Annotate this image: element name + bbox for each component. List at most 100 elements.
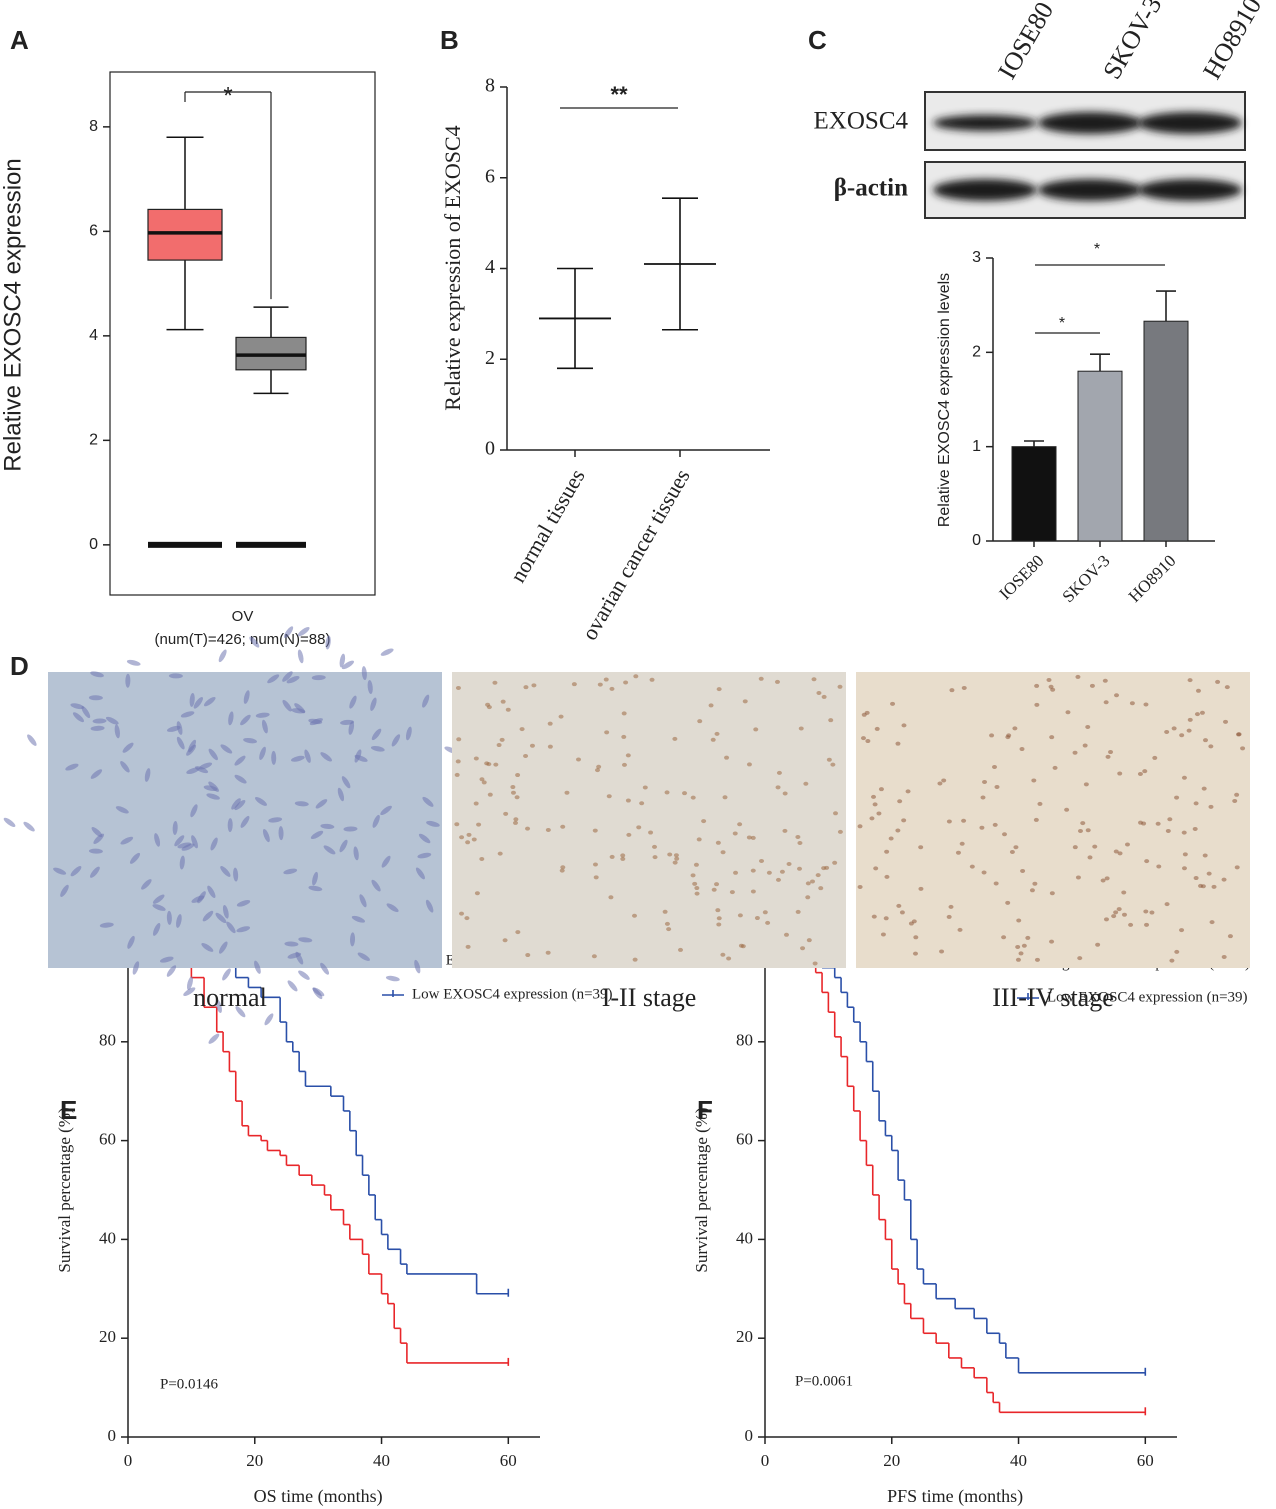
- cell: [325, 635, 331, 650]
- cell: [1015, 944, 1021, 949]
- cell: [716, 687, 722, 692]
- cell: [27, 734, 37, 746]
- cell: [1114, 693, 1120, 698]
- y-axis-label: Survival percentage (%): [692, 1107, 711, 1272]
- cell: [240, 714, 251, 726]
- cell: [115, 806, 129, 814]
- y-tick-label: 0: [89, 536, 98, 553]
- cell: [918, 886, 924, 891]
- image-caption: normal: [193, 983, 267, 1012]
- cell: [1020, 868, 1026, 873]
- cell: [1165, 828, 1171, 833]
- blot-band: [933, 115, 1037, 131]
- cell: [1049, 939, 1055, 944]
- cell: [515, 773, 521, 778]
- cell: [692, 881, 698, 886]
- cell: [287, 980, 298, 992]
- significance: *: [1059, 315, 1065, 332]
- cell: [673, 853, 679, 858]
- cell: [716, 916, 722, 921]
- cell: [219, 941, 228, 954]
- x-tick-label: 40: [1010, 1451, 1027, 1470]
- cell: [294, 801, 309, 807]
- blot-band: [1038, 112, 1142, 134]
- cell: [465, 840, 471, 845]
- cell: [391, 734, 401, 747]
- cell: [1202, 738, 1208, 743]
- cell: [291, 755, 305, 762]
- cell: [1121, 912, 1127, 917]
- cell: [872, 802, 878, 807]
- cell: [878, 787, 884, 792]
- cell: [311, 675, 326, 681]
- cell: [286, 676, 300, 684]
- cell: [592, 862, 598, 867]
- cell: [636, 825, 642, 830]
- cell: [901, 818, 907, 823]
- cell: [191, 835, 198, 849]
- cell: [1075, 674, 1081, 679]
- cell: [1221, 954, 1227, 959]
- cell: [576, 757, 582, 762]
- cell: [1187, 678, 1193, 683]
- cell: [255, 797, 267, 806]
- x-tick-label: ovarian cancer tissues: [577, 465, 695, 645]
- y-tick-label: 0: [745, 1426, 754, 1445]
- cell: [690, 873, 696, 878]
- cell: [320, 962, 330, 975]
- cell: [481, 780, 487, 785]
- cell: [625, 798, 631, 803]
- cell: [786, 862, 792, 867]
- x-tick-label: normal tissues: [505, 465, 590, 587]
- cell: [1121, 890, 1127, 895]
- cell: [982, 779, 988, 784]
- x-tick-label: 60: [1137, 1451, 1154, 1470]
- cell: [65, 763, 79, 771]
- cell: [711, 887, 717, 892]
- cell: [1224, 685, 1230, 690]
- cell: [340, 719, 355, 725]
- cell: [795, 835, 801, 840]
- cell: [354, 754, 368, 762]
- cell: [805, 881, 811, 886]
- cell: [677, 947, 683, 952]
- cell: [722, 795, 728, 800]
- significance: *: [223, 82, 232, 109]
- cell: [361, 666, 367, 681]
- panel-letter: B: [440, 25, 459, 55]
- cell: [186, 976, 194, 990]
- cell: [249, 636, 260, 648]
- cell: [1182, 852, 1188, 857]
- cell: [810, 879, 816, 884]
- cell: [732, 831, 738, 836]
- y-tick-label: 20: [736, 1327, 753, 1346]
- cell: [1006, 733, 1012, 738]
- cell: [264, 1013, 274, 1026]
- cell: [343, 826, 358, 832]
- cell: [278, 826, 284, 841]
- cell: [1171, 726, 1177, 731]
- cell: [90, 769, 103, 779]
- cell: [888, 836, 894, 841]
- cell: [816, 691, 822, 696]
- cell: [776, 770, 782, 775]
- cell: [370, 697, 377, 711]
- x-tick-label: OV: [232, 608, 254, 625]
- cell: [798, 726, 804, 731]
- cell: [593, 875, 599, 880]
- cell: [865, 739, 871, 744]
- cell: [261, 719, 268, 734]
- cell: [948, 904, 954, 909]
- cell: [876, 811, 882, 816]
- cell: [193, 697, 203, 709]
- cell: [422, 694, 430, 708]
- cell: [181, 843, 195, 851]
- cell: [621, 711, 627, 716]
- cell: [1215, 679, 1221, 684]
- cell: [1052, 765, 1058, 770]
- cell: [895, 828, 901, 833]
- cell: [1186, 728, 1192, 733]
- cell: [385, 975, 400, 982]
- x-axis-label: OS time (months): [254, 1486, 383, 1507]
- x-tick-label: 0: [124, 1451, 133, 1470]
